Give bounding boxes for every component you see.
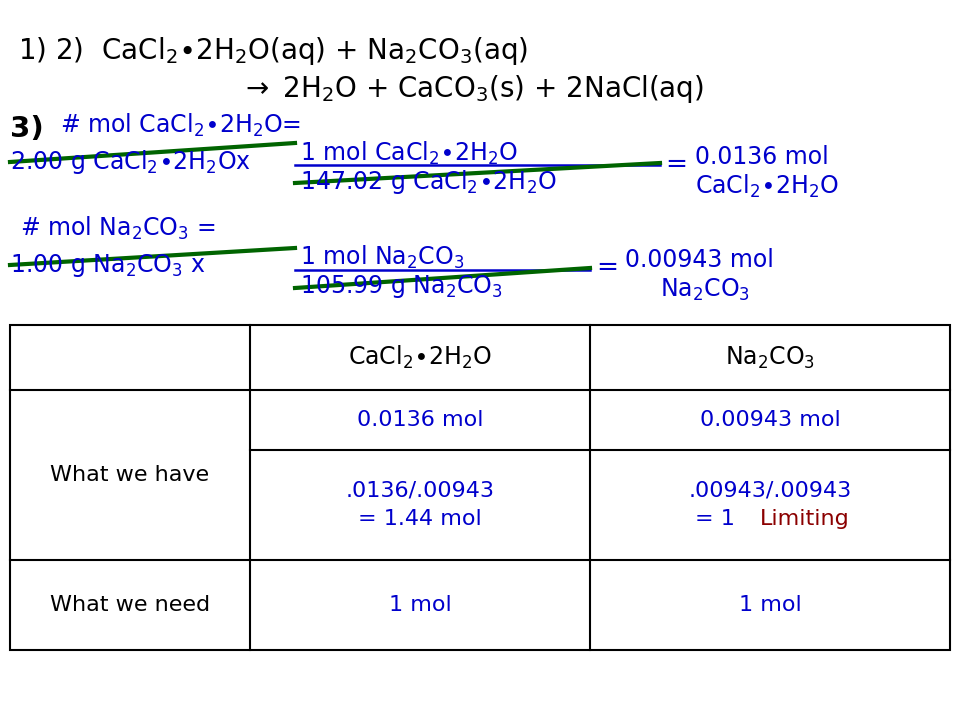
Text: 1 mol Na$_2$CO$_3$: 1 mol Na$_2$CO$_3$ xyxy=(300,244,464,271)
Text: Na$_2$CO$_3$: Na$_2$CO$_3$ xyxy=(660,277,750,303)
Text: Limiting: Limiting xyxy=(760,509,850,529)
Text: 0.00943 mol: 0.00943 mol xyxy=(625,248,774,272)
Text: 1 mol: 1 mol xyxy=(738,595,802,615)
Text: What we need: What we need xyxy=(50,595,210,615)
Text: # mol Na$_2$CO$_3$ =: # mol Na$_2$CO$_3$ = xyxy=(20,215,216,242)
Text: =: = xyxy=(665,152,687,178)
Text: 0.0136 mol: 0.0136 mol xyxy=(357,410,483,430)
Text: 1) 2)  CaCl$_2$$\bullet$2H$_2$O(aq) + Na$_2$CO$_3$(aq): 1) 2) CaCl$_2$$\bullet$2H$_2$O(aq) + Na$… xyxy=(18,35,528,67)
Text: 3): 3) xyxy=(10,115,44,143)
Text: .00943/.00943: .00943/.00943 xyxy=(688,481,852,501)
Text: 0.00943 mol: 0.00943 mol xyxy=(700,410,840,430)
Text: CaCl$_2$$\bullet$2H$_2$O: CaCl$_2$$\bullet$2H$_2$O xyxy=(695,173,839,200)
Text: 147.02 g CaCl$_2$$\bullet$2H$_2$O: 147.02 g CaCl$_2$$\bullet$2H$_2$O xyxy=(300,168,557,196)
Text: 1 mol CaCl$_2$$\bullet$2H$_2$O: 1 mol CaCl$_2$$\bullet$2H$_2$O xyxy=(300,140,518,167)
Text: 1 mol: 1 mol xyxy=(389,595,451,615)
Text: = 1.44 mol: = 1.44 mol xyxy=(358,509,482,529)
Text: 2.00 g CaCl$_2$$\bullet$2H$_2$Ox: 2.00 g CaCl$_2$$\bullet$2H$_2$Ox xyxy=(10,148,251,176)
Text: Na$_2$CO$_3$: Na$_2$CO$_3$ xyxy=(725,344,815,371)
Text: =: = xyxy=(596,255,618,281)
Text: $\rightarrow$ 2H$_2$O + CaCO$_3$(s) + 2NaCl(aq): $\rightarrow$ 2H$_2$O + CaCO$_3$(s) + 2N… xyxy=(240,73,704,105)
Text: # mol CaCl$_2$$\bullet$2H$_2$O=: # mol CaCl$_2$$\bullet$2H$_2$O= xyxy=(60,112,301,139)
Text: 105.99 g Na$_2$CO$_3$: 105.99 g Na$_2$CO$_3$ xyxy=(300,273,503,300)
Text: CaCl$_2$$\bullet$2H$_2$O: CaCl$_2$$\bullet$2H$_2$O xyxy=(348,344,492,371)
Text: .0136/.00943: .0136/.00943 xyxy=(346,481,494,501)
Text: 1.00 g Na$_2$CO$_3$ x: 1.00 g Na$_2$CO$_3$ x xyxy=(10,252,205,279)
Text: 0.0136 mol: 0.0136 mol xyxy=(695,145,828,169)
Text: = 1: = 1 xyxy=(695,509,735,529)
Text: What we have: What we have xyxy=(51,465,209,485)
Bar xyxy=(10,325,950,650)
